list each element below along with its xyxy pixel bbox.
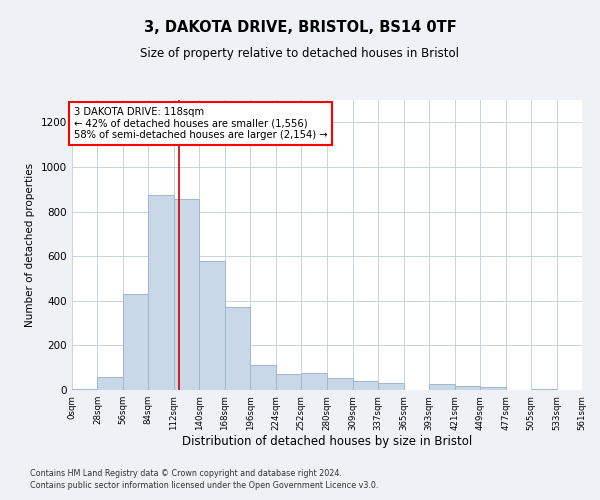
- Bar: [148, 195, 174, 390]
- X-axis label: Distribution of detached houses by size in Bristol: Distribution of detached houses by size …: [182, 436, 472, 448]
- Bar: [72, 389, 97, 390]
- Text: Contains HM Land Registry data © Crown copyright and database right 2024.: Contains HM Land Registry data © Crown c…: [30, 468, 342, 477]
- Text: 3, DAKOTA DRIVE, BRISTOL, BS14 0TF: 3, DAKOTA DRIVE, BRISTOL, BS14 0TF: [143, 20, 457, 35]
- Bar: [480, 386, 506, 390]
- Bar: [301, 374, 326, 390]
- Bar: [225, 308, 250, 390]
- Bar: [326, 378, 353, 390]
- Bar: [455, 386, 480, 390]
- Bar: [174, 200, 199, 390]
- Bar: [250, 366, 275, 390]
- Text: Size of property relative to detached houses in Bristol: Size of property relative to detached ho…: [140, 48, 460, 60]
- Bar: [123, 294, 148, 390]
- Bar: [97, 376, 123, 390]
- Text: 3 DAKOTA DRIVE: 118sqm
← 42% of detached houses are smaller (1,556)
58% of semi-: 3 DAKOTA DRIVE: 118sqm ← 42% of detached…: [74, 106, 328, 140]
- Text: Contains public sector information licensed under the Open Government Licence v3: Contains public sector information licen…: [30, 481, 379, 490]
- Bar: [353, 381, 379, 390]
- Y-axis label: Number of detached properties: Number of detached properties: [25, 163, 35, 327]
- Bar: [275, 374, 301, 390]
- Bar: [379, 384, 404, 390]
- Bar: [199, 260, 225, 390]
- Bar: [429, 384, 455, 390]
